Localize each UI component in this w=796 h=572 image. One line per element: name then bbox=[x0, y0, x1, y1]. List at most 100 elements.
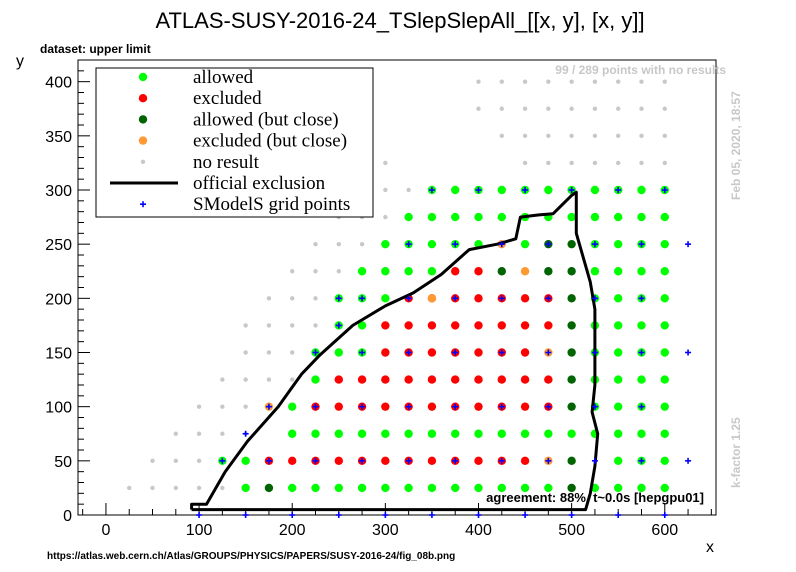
y-tick-label: 300 bbox=[45, 183, 72, 200]
result-point bbox=[520, 375, 530, 384]
no-result-point bbox=[127, 485, 132, 491]
result-point bbox=[381, 348, 390, 357]
grid-point-marker bbox=[591, 349, 598, 356]
no-result-point bbox=[220, 431, 225, 436]
result-point bbox=[357, 375, 367, 384]
no-result-point bbox=[313, 241, 318, 247]
no-result-point bbox=[406, 187, 411, 193]
legend-marker bbox=[138, 115, 148, 124]
x-tick-label: 100 bbox=[186, 522, 213, 539]
grid-point-marker bbox=[312, 457, 319, 464]
y-tick-label: 350 bbox=[45, 129, 72, 146]
agreement-note: agreement: 88%, t~0.0s [hepgpu01] bbox=[486, 490, 704, 505]
grid-point-marker bbox=[545, 457, 552, 464]
legend-marker bbox=[138, 94, 148, 103]
result-point bbox=[427, 375, 437, 384]
result-point bbox=[427, 267, 437, 276]
result-point bbox=[567, 294, 576, 303]
no-result-point bbox=[546, 79, 551, 84]
result-point bbox=[427, 456, 437, 466]
result-point bbox=[614, 212, 623, 222]
no-result-point bbox=[662, 160, 667, 166]
no-result-point bbox=[150, 485, 155, 491]
result-point bbox=[520, 456, 530, 466]
result-point bbox=[660, 321, 669, 330]
result-point bbox=[660, 267, 669, 276]
no-result-point bbox=[499, 79, 504, 84]
no-result-point bbox=[383, 214, 388, 220]
result-point bbox=[404, 212, 413, 222]
y-tick-label: 250 bbox=[45, 237, 72, 254]
result-point bbox=[637, 429, 646, 438]
result-point bbox=[474, 294, 483, 303]
result-point bbox=[614, 321, 623, 330]
result-point bbox=[451, 375, 460, 384]
no-result-point bbox=[569, 106, 574, 111]
no-result-point bbox=[196, 431, 202, 436]
result-point bbox=[451, 483, 460, 493]
y-tick-label: 400 bbox=[45, 75, 72, 92]
result-point bbox=[614, 456, 623, 466]
result-point bbox=[288, 402, 297, 411]
grid-point-marker bbox=[522, 512, 529, 518]
result-point bbox=[427, 429, 437, 438]
y-tick-label: 0 bbox=[63, 508, 72, 525]
result-point bbox=[590, 212, 600, 222]
result-point bbox=[497, 375, 506, 384]
kfactor-note: k-factor 1.25 bbox=[729, 417, 743, 488]
no-result-point bbox=[616, 106, 621, 111]
result-point bbox=[520, 348, 530, 357]
grid-point-marker bbox=[638, 349, 645, 356]
result-point bbox=[590, 185, 600, 195]
result-point bbox=[427, 212, 437, 222]
result-point bbox=[334, 429, 343, 438]
no-result-point bbox=[173, 458, 178, 464]
axis-ticks: 0 100 200 300 400 500 600 0 50 100 150 200 250 300 350… bbox=[45, 59, 712, 539]
result-point bbox=[404, 375, 413, 384]
legend-marker bbox=[138, 72, 148, 82]
no-result-point bbox=[290, 377, 295, 382]
result-point bbox=[381, 321, 390, 330]
legend-label: excluded (but close) bbox=[193, 131, 347, 152]
grid-point-marker bbox=[498, 403, 505, 410]
result-point bbox=[311, 483, 320, 493]
no-result-point bbox=[266, 350, 272, 355]
grid-point-marker bbox=[498, 457, 505, 464]
no-result-point bbox=[569, 160, 574, 166]
y-tick-label: 150 bbox=[45, 346, 72, 363]
result-point bbox=[474, 212, 483, 222]
result-point bbox=[474, 483, 483, 493]
no-result-point bbox=[196, 404, 202, 409]
no-result-point bbox=[616, 160, 621, 166]
result-point bbox=[614, 402, 623, 411]
no-result-point bbox=[592, 106, 598, 111]
result-point bbox=[614, 239, 623, 249]
no-result-point bbox=[546, 133, 551, 139]
grid-point-marker bbox=[591, 457, 598, 464]
no-result-point bbox=[243, 377, 248, 382]
result-point bbox=[660, 483, 669, 493]
grid-point-marker bbox=[335, 512, 342, 518]
legend-label: excluded bbox=[193, 88, 262, 109]
x-tick-label: 400 bbox=[465, 522, 492, 539]
no-result-point bbox=[173, 485, 178, 491]
result-point bbox=[614, 348, 623, 357]
grid-point-marker bbox=[685, 457, 692, 464]
x-tick-label: 0 bbox=[101, 522, 110, 539]
grid-point-marker bbox=[405, 457, 412, 464]
result-point bbox=[451, 212, 460, 222]
result-point bbox=[660, 429, 669, 438]
result-point bbox=[637, 267, 646, 276]
result-point bbox=[567, 402, 576, 411]
legend-label: official exclusion bbox=[193, 173, 326, 194]
result-point bbox=[334, 402, 343, 411]
result-point bbox=[288, 456, 297, 466]
y-tick-label: 100 bbox=[45, 400, 72, 417]
grid-point-marker bbox=[638, 403, 645, 410]
no-result-point bbox=[290, 269, 295, 274]
result-point bbox=[637, 483, 646, 493]
result-point bbox=[544, 321, 553, 330]
no-result-point bbox=[383, 187, 388, 193]
no-result-point bbox=[243, 350, 248, 355]
result-point bbox=[451, 429, 460, 438]
